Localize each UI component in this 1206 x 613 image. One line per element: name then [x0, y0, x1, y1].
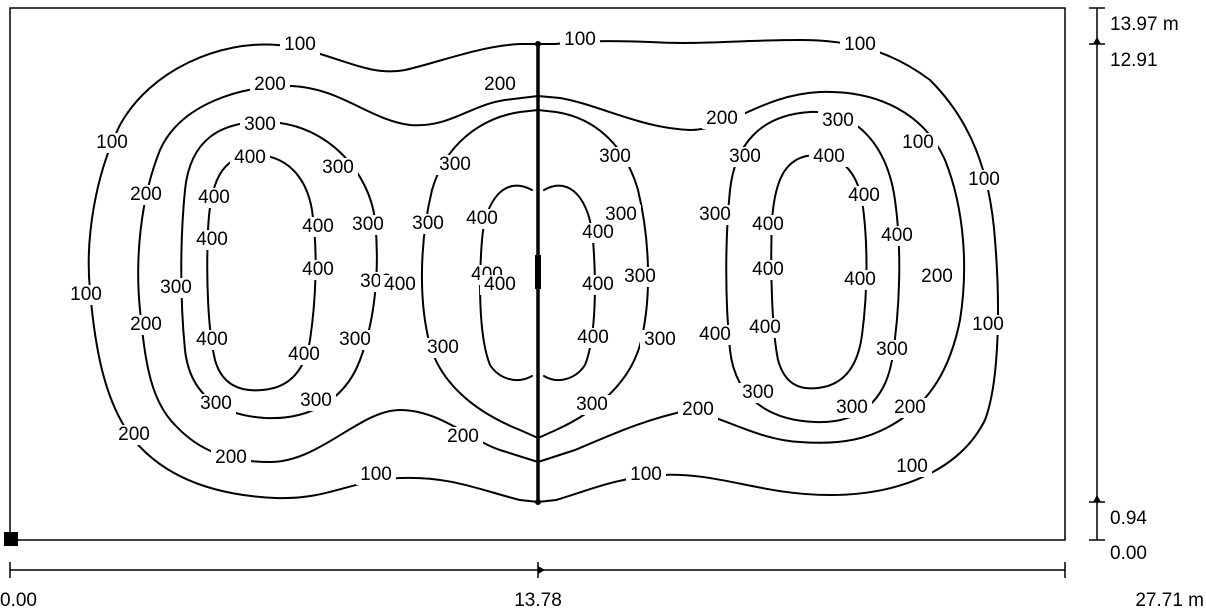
- contour-label-100: 100: [564, 29, 596, 50]
- y-dimension-axis: 13.97 m 12.91 0.94 0.00: [1089, 8, 1179, 564]
- contour-label-100: 100: [968, 169, 1000, 190]
- contour-label-300: 300: [200, 393, 232, 414]
- contour-label-300: 300: [836, 397, 868, 418]
- contour-label-200: 200: [130, 184, 162, 205]
- contour-label-200: 200: [118, 424, 150, 445]
- contour-label-400: 400: [582, 274, 614, 295]
- x-axis-label-left: 0.00: [0, 590, 37, 611]
- contour-label-300: 300: [599, 146, 631, 167]
- contour-label-400: 400: [848, 185, 880, 206]
- contour-label-400: 400: [302, 259, 334, 280]
- contour-label-300: 300: [644, 329, 676, 350]
- contour-label-400: 400: [813, 146, 845, 167]
- contour-label-100: 100: [96, 132, 128, 153]
- contour-label-100: 100: [844, 34, 876, 55]
- contour-label-300: 300: [244, 114, 276, 135]
- y-axis-label-bottom: 0.00: [1110, 543, 1147, 564]
- contour-label-200: 200: [894, 397, 926, 418]
- contour-label-400: 400: [749, 317, 781, 338]
- contour-label-300: 300: [699, 204, 731, 225]
- contour-label-300: 300: [576, 394, 608, 415]
- contour-label-300: 300: [322, 157, 354, 178]
- contour-label-300: 300: [339, 329, 371, 350]
- contour-label-300: 300: [439, 154, 471, 175]
- contour-label-400: 400: [582, 222, 614, 243]
- contour-label-300: 300: [876, 339, 908, 360]
- contour-label-200: 200: [130, 314, 162, 335]
- contour-label-400: 400: [196, 229, 228, 250]
- contour-label-200: 200: [484, 74, 516, 95]
- y-axis-label-upper: 12.91: [1110, 50, 1158, 71]
- contour-label-400: 400: [484, 274, 516, 295]
- contour-label-300: 300: [624, 266, 656, 287]
- contour-label-400: 400: [881, 225, 913, 246]
- contour-label-400: 400: [844, 269, 876, 290]
- contour-label-300: 300: [427, 337, 459, 358]
- x-dimension-axis: 0.00 13.78 27.71 m: [0, 562, 1204, 611]
- contour-label-400: 400: [752, 214, 784, 235]
- contour-label-100: 100: [284, 34, 316, 55]
- contour-label-100: 100: [70, 284, 102, 305]
- contour-label-400: 400: [198, 187, 230, 208]
- x-axis-label-center: 13.78: [514, 590, 562, 611]
- contour-label-300: 300: [742, 382, 774, 403]
- contour-label-200: 200: [706, 108, 738, 129]
- contour-label-400: 400: [466, 208, 498, 229]
- contour-label-300: 300: [412, 213, 444, 234]
- y-axis-label-lower: 0.94: [1110, 508, 1147, 529]
- contour-label-100: 100: [896, 456, 928, 477]
- contour-label-400: 400: [234, 147, 266, 168]
- contour-label-300: 300: [822, 110, 854, 131]
- contour-label-200: 200: [254, 74, 286, 95]
- contour-label-100: 100: [630, 464, 662, 485]
- y-axis-label-top: 13.97 m: [1110, 14, 1179, 35]
- contour-label-200: 200: [215, 447, 247, 468]
- contour-label-100: 100: [360, 464, 392, 485]
- contour-label-200: 200: [921, 266, 953, 287]
- contour-label-400: 400: [752, 259, 784, 280]
- contour-label-300: 300: [729, 146, 761, 167]
- contour-label-300: 300: [352, 214, 384, 235]
- contour-label-400: 400: [699, 324, 731, 345]
- contour-label-300: 300: [160, 277, 192, 298]
- contour-label-100: 100: [972, 314, 1004, 335]
- x-axis-label-right: 27.71 m: [1135, 590, 1204, 611]
- contour-label-400: 400: [384, 274, 416, 295]
- contour-label-400: 400: [577, 327, 609, 348]
- contour-label-400: 400: [196, 329, 228, 350]
- contour-label-400: 400: [302, 216, 334, 237]
- contour-label-200: 200: [682, 399, 714, 420]
- contour-label-100: 100: [902, 132, 934, 153]
- origin-marker: [4, 532, 18, 546]
- contour-label-400: 400: [288, 344, 320, 365]
- contour-label-200: 200: [447, 426, 479, 447]
- isoline-200-top-mid: [292, 86, 964, 443]
- contour-label-300: 300: [300, 390, 332, 411]
